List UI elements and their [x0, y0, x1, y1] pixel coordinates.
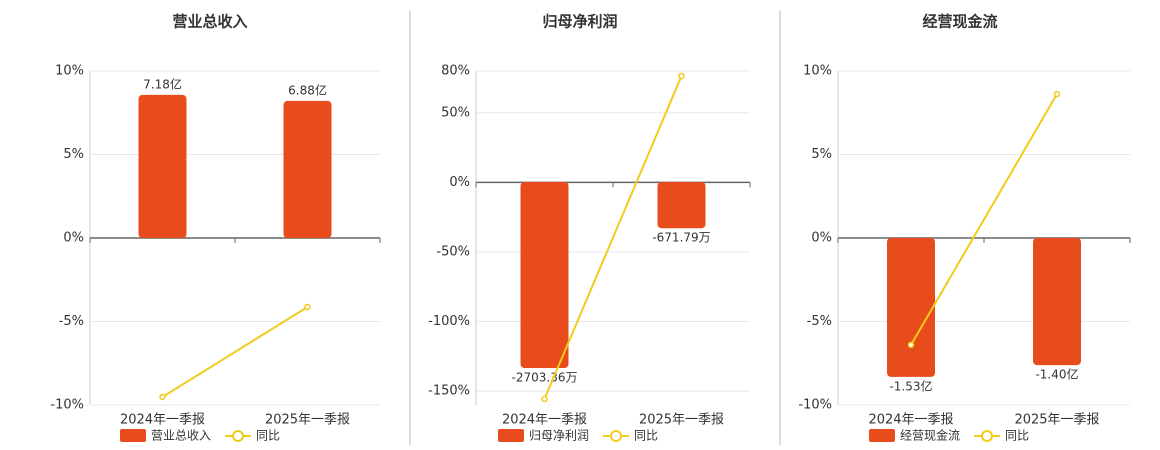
line-point	[304, 303, 311, 311]
line-point	[541, 395, 548, 403]
legend-label: 同比	[1005, 429, 1029, 443]
line	[161, 306, 309, 398]
legend-swatch	[498, 429, 524, 442]
y-tick-label: -50%	[436, 244, 470, 259]
x-tick-label: 2024年一季报	[502, 413, 587, 428]
bar	[283, 100, 332, 238]
bar	[657, 181, 706, 229]
x-tick-label: 2024年一季报	[868, 413, 953, 428]
y-tick-label: -10%	[798, 398, 832, 413]
data-label: 6.88亿	[288, 82, 327, 97]
legend-swatch	[981, 430, 994, 442]
bar	[887, 238, 935, 377]
y-tick-label: 10%	[803, 64, 832, 79]
legend-swatch	[610, 430, 623, 442]
y-tick-label: 80%	[441, 64, 470, 79]
data-label: -2703.36万	[512, 371, 578, 385]
line-point	[907, 341, 915, 349]
line	[543, 75, 683, 400]
data-label: -1.53亿	[889, 378, 932, 393]
x-tick-label: 2024年一季报	[120, 413, 205, 428]
bar	[138, 94, 187, 238]
y-tick-label: 10%	[55, 64, 84, 79]
y-tick-label: 0%	[811, 231, 832, 246]
line	[910, 93, 1058, 346]
legend-label: 经营现金流	[900, 428, 960, 443]
legend-swatch	[232, 430, 245, 442]
x-tick-label: 2025年一季报	[639, 413, 724, 428]
y-tick-label: -100%	[428, 314, 470, 329]
y-tick-label: 0%	[63, 231, 84, 246]
y-tick-label: 0%	[449, 175, 470, 190]
x-tick-label: 2025年一季报	[1014, 413, 1099, 428]
chart-title: 归母净利润	[542, 13, 617, 31]
legend-label: 营业总收入	[151, 429, 211, 443]
y-tick-label: -10%	[50, 398, 84, 413]
data-label: -1.40亿	[1035, 367, 1078, 382]
bar	[1033, 238, 1081, 366]
legend-label: 归母净利润	[529, 429, 589, 443]
line-point	[1053, 90, 1061, 98]
data-label: 7.18亿	[143, 76, 182, 91]
line-point	[159, 393, 166, 401]
legend-swatch	[120, 429, 146, 442]
chart-title: 营业总收入	[172, 13, 247, 31]
legend-swatch	[869, 429, 895, 442]
y-tick-label: 50%	[441, 105, 470, 120]
chart-title: 经营现金流	[922, 13, 997, 31]
y-tick-label: -150%	[428, 384, 470, 399]
legend-label: 同比	[256, 429, 280, 443]
y-tick-label: 5%	[811, 147, 832, 162]
y-tick-label: -5%	[59, 314, 84, 329]
bar	[520, 181, 569, 369]
legend-label: 同比	[634, 429, 658, 443]
y-tick-label: 5%	[63, 147, 84, 162]
y-tick-label: -5%	[807, 314, 832, 329]
line-point	[678, 72, 685, 80]
x-tick-label: 2025年一季报	[265, 413, 350, 428]
data-label: -671.79万	[652, 231, 710, 245]
